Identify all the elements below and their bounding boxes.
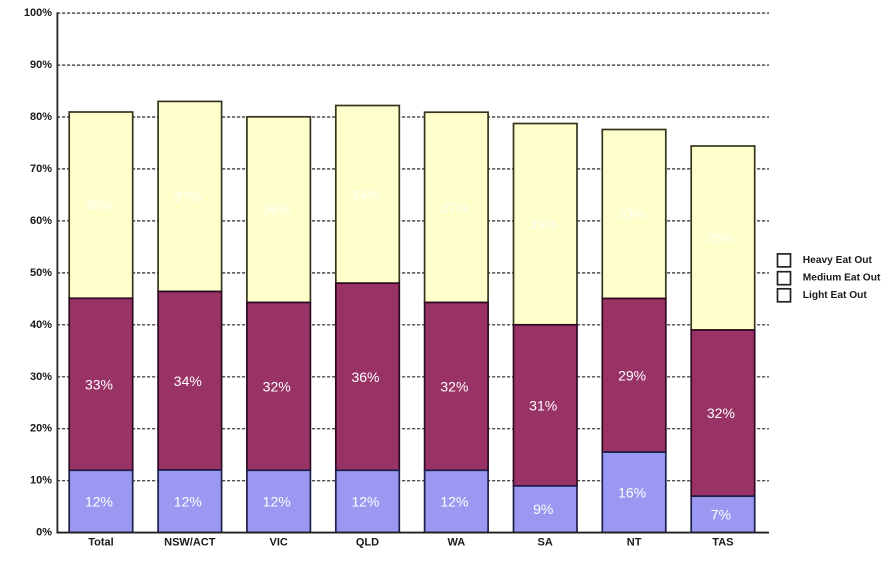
svg-text:TAS: TAS: [712, 537, 733, 549]
svg-text:31%: 31%: [529, 397, 557, 413]
svg-text:Medium Eat Out: Medium Eat Out: [803, 273, 881, 284]
svg-text:0%: 0%: [36, 527, 52, 539]
svg-text:39%: 39%: [529, 216, 557, 232]
svg-text:12%: 12%: [263, 494, 291, 510]
svg-text:29%: 29%: [618, 367, 646, 383]
svg-text:NSW/ACT: NSW/ACT: [164, 537, 216, 549]
svg-text:90%: 90%: [30, 59, 52, 71]
svg-text:16%: 16%: [618, 484, 646, 500]
svg-text:12%: 12%: [351, 494, 379, 510]
svg-text:NT: NT: [627, 537, 642, 549]
svg-text:WA: WA: [448, 537, 466, 549]
svg-text:33%: 33%: [85, 376, 113, 392]
svg-text:10%: 10%: [30, 475, 52, 487]
svg-text:34%: 34%: [351, 186, 379, 202]
svg-text:60%: 60%: [30, 215, 52, 227]
svg-text:Heavy Eat Out: Heavy Eat Out: [803, 255, 873, 266]
svg-text:40%: 40%: [30, 319, 52, 331]
svg-text:Light Eat Out: Light Eat Out: [803, 290, 868, 301]
svg-text:32%: 32%: [707, 405, 735, 421]
svg-text:12%: 12%: [174, 493, 202, 509]
svg-text:36%: 36%: [351, 369, 379, 385]
svg-text:36%: 36%: [263, 202, 291, 218]
svg-text:Total: Total: [88, 537, 113, 549]
svg-text:30%: 30%: [30, 371, 52, 383]
svg-text:32%: 32%: [440, 378, 468, 394]
svg-text:100%: 100%: [24, 7, 52, 19]
svg-text:37%: 37%: [440, 199, 468, 215]
svg-text:QLD: QLD: [356, 537, 379, 549]
svg-text:12%: 12%: [85, 494, 113, 510]
svg-text:SA: SA: [538, 537, 553, 549]
svg-text:80%: 80%: [30, 111, 52, 123]
svg-text:50%: 50%: [30, 267, 52, 279]
svg-text:36%: 36%: [85, 197, 113, 213]
svg-text:37%: 37%: [174, 188, 202, 204]
svg-text:32%: 32%: [263, 378, 291, 394]
svg-text:35%: 35%: [707, 230, 735, 246]
svg-text:7%: 7%: [711, 506, 731, 522]
svg-text:70%: 70%: [30, 163, 52, 175]
svg-text:20%: 20%: [30, 423, 52, 435]
svg-text:VIC: VIC: [270, 537, 288, 549]
svg-text:9%: 9%: [533, 501, 553, 517]
svg-text:12%: 12%: [440, 494, 468, 510]
svg-text:33%: 33%: [618, 206, 646, 222]
svg-text:34%: 34%: [174, 373, 202, 389]
